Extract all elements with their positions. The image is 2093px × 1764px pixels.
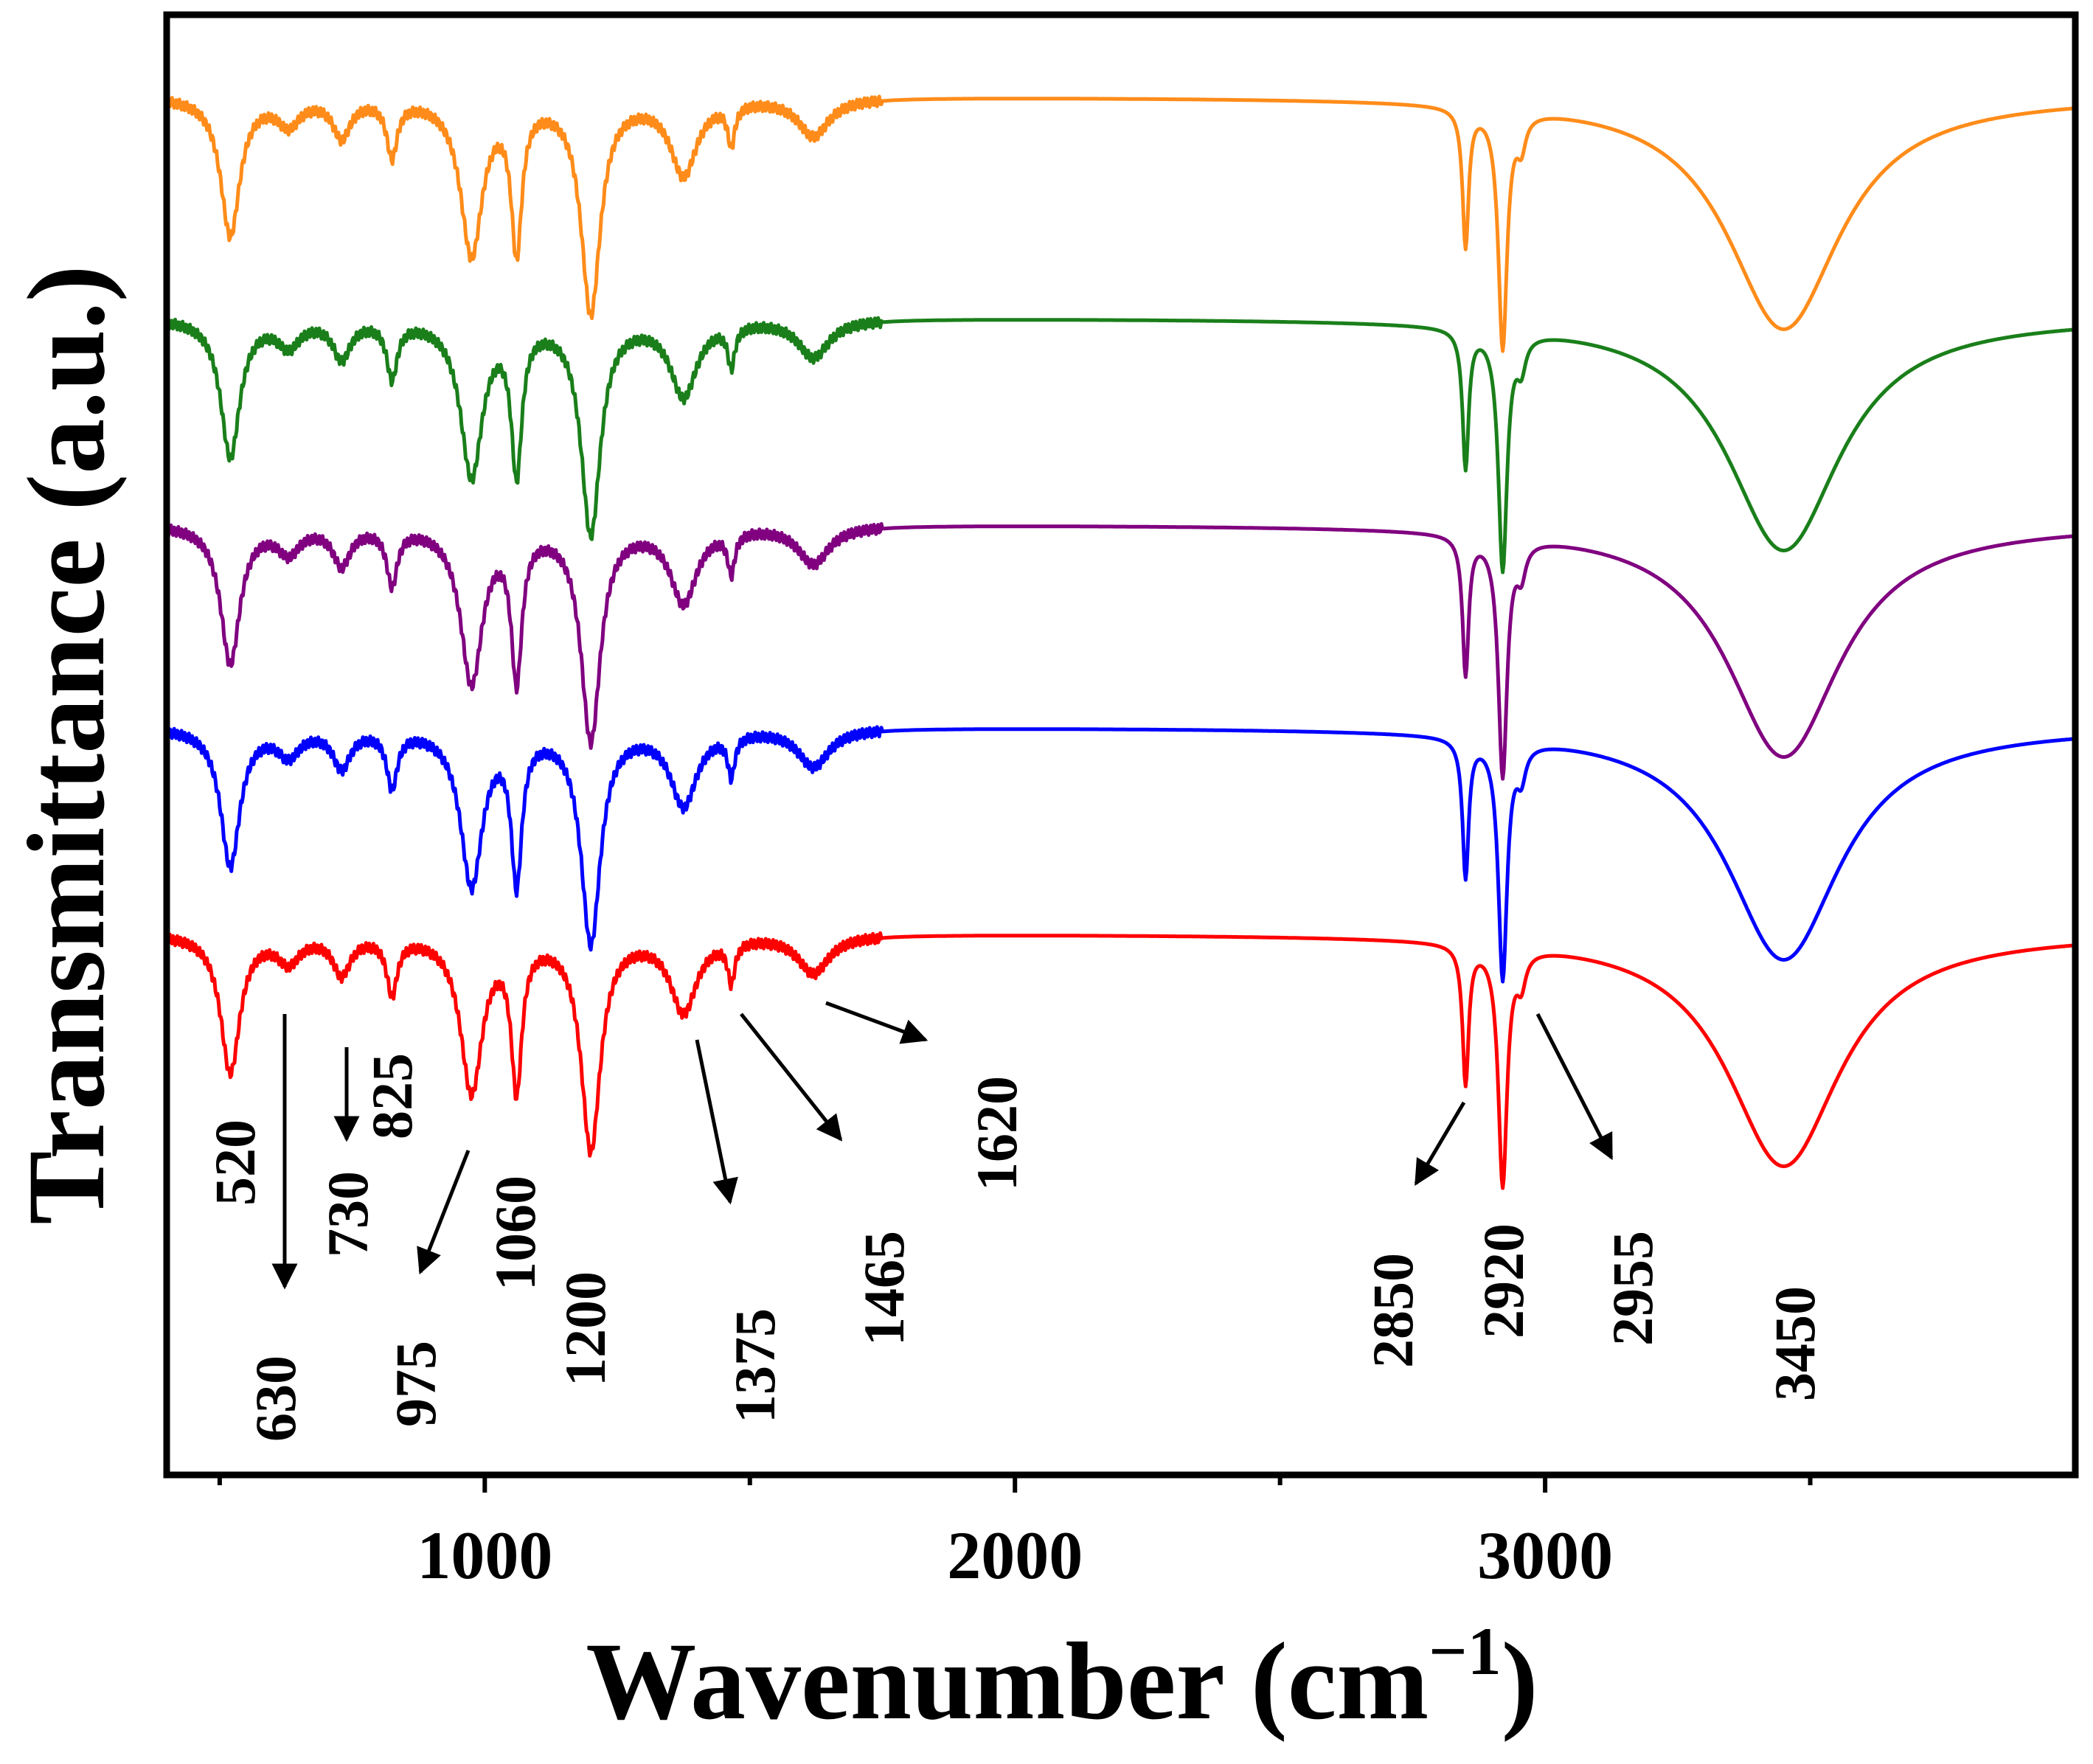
peak-label-730: 730 bbox=[316, 1171, 380, 1257]
peak-label-1620: 1620 bbox=[965, 1076, 1029, 1191]
peak-label-2920: 2920 bbox=[1471, 1223, 1535, 1338]
peak-label-2850: 2850 bbox=[1361, 1253, 1425, 1368]
series-group bbox=[164, 94, 2077, 1190]
x-axis-ticks: 1000 2000 3000 bbox=[217, 1475, 1813, 1593]
peak-label-1060: 1060 bbox=[483, 1176, 547, 1291]
peak-label-3450: 3450 bbox=[1763, 1286, 1827, 1401]
peak-label-2955: 2955 bbox=[1600, 1231, 1665, 1346]
peak-label-520: 520 bbox=[203, 1119, 267, 1206]
annotation-arrows bbox=[271, 1001, 1614, 1290]
arrow-1620 bbox=[825, 1001, 929, 1044]
series-line-red bbox=[164, 931, 2077, 1190]
series-line-green bbox=[164, 316, 2077, 574]
series-line-orange bbox=[164, 94, 2077, 353]
plot-frame bbox=[163, 11, 2079, 1479]
arrow-1465 bbox=[740, 1013, 843, 1142]
peak-label-630: 630 bbox=[243, 1355, 308, 1442]
x-tick-label-3000: 3000 bbox=[1477, 1518, 1613, 1593]
x-axis-title-exponent: −1 bbox=[1429, 1614, 1501, 1689]
arrow-975 bbox=[417, 1150, 471, 1275]
arrow-1375 bbox=[695, 1039, 738, 1205]
arrow-2955 bbox=[1535, 1013, 1614, 1161]
peak-label-1375: 1375 bbox=[723, 1308, 787, 1423]
arrow-2850 bbox=[1414, 1101, 1466, 1187]
x-axis-title-close: ) bbox=[1502, 1620, 1538, 1743]
series-line-purple bbox=[165, 522, 2077, 781]
x-axis-title-main: Wavenumber (cm bbox=[586, 1620, 1429, 1743]
x-tick-label-2000: 2000 bbox=[947, 1518, 1083, 1593]
x-tick-label-1000: 1000 bbox=[417, 1518, 552, 1593]
x-axis-title: Wavenumber (cm−1) bbox=[586, 1614, 1538, 1743]
peak-label-975: 975 bbox=[383, 1341, 448, 1427]
peak-label-1200: 1200 bbox=[553, 1271, 617, 1386]
peak-label-825: 825 bbox=[360, 1053, 424, 1139]
series-line-blue bbox=[164, 725, 2077, 984]
peak-label-1465: 1465 bbox=[852, 1231, 916, 1346]
y-axis-title: Transmittance (a.u.) bbox=[5, 265, 128, 1224]
